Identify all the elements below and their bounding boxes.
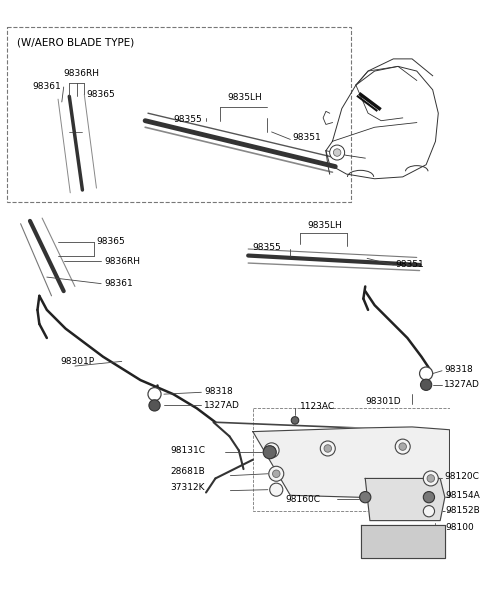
Bar — [253, 408, 450, 511]
Circle shape — [420, 367, 432, 380]
Text: 1123AC: 1123AC — [300, 402, 335, 411]
Text: 98154A: 98154A — [446, 491, 480, 500]
Text: 98361: 98361 — [33, 83, 61, 92]
Text: 98355: 98355 — [173, 115, 202, 124]
Circle shape — [268, 447, 276, 454]
Text: 1327AD: 1327AD — [444, 380, 480, 389]
Circle shape — [420, 379, 432, 391]
Polygon shape — [360, 525, 445, 558]
Text: 98365: 98365 — [96, 237, 125, 246]
Text: 98351: 98351 — [292, 133, 321, 142]
Text: 9836RH: 9836RH — [64, 70, 100, 78]
Text: 98301D: 98301D — [365, 397, 401, 406]
Polygon shape — [365, 479, 445, 521]
Text: 98131C: 98131C — [170, 446, 205, 455]
Circle shape — [427, 475, 434, 482]
Text: 98318: 98318 — [204, 387, 233, 396]
Circle shape — [324, 445, 332, 452]
Circle shape — [330, 145, 345, 160]
Text: 98152B: 98152B — [446, 506, 480, 515]
Circle shape — [149, 400, 160, 411]
Text: 98318: 98318 — [444, 365, 473, 375]
Text: 98355: 98355 — [253, 243, 282, 251]
Text: 98361: 98361 — [104, 279, 132, 288]
Text: 37312K: 37312K — [170, 484, 205, 492]
Text: 98365: 98365 — [86, 90, 115, 99]
Text: (W/AERO BLADE TYPE): (W/AERO BLADE TYPE) — [17, 38, 134, 48]
Circle shape — [423, 506, 434, 517]
Polygon shape — [253, 427, 450, 499]
Circle shape — [423, 471, 438, 486]
Text: 9836RH: 9836RH — [104, 257, 140, 265]
Text: 28681B: 28681B — [170, 468, 205, 476]
Circle shape — [269, 466, 284, 481]
Text: 98160C: 98160C — [286, 495, 321, 503]
Circle shape — [360, 492, 371, 503]
Circle shape — [273, 470, 280, 477]
Text: 9835LH: 9835LH — [228, 93, 263, 102]
Circle shape — [148, 387, 161, 401]
Circle shape — [320, 441, 335, 456]
Circle shape — [399, 443, 407, 450]
Text: 98351: 98351 — [395, 261, 424, 269]
Text: 98301P: 98301P — [61, 357, 95, 366]
Bar — [8, 27, 351, 202]
Circle shape — [395, 439, 410, 454]
Circle shape — [263, 445, 276, 459]
Text: 9835LH: 9835LH — [307, 221, 342, 230]
Text: 98120C: 98120C — [444, 472, 479, 481]
Circle shape — [334, 149, 341, 156]
Circle shape — [423, 492, 434, 503]
Circle shape — [264, 443, 279, 458]
Text: 1327AD: 1327AD — [204, 401, 240, 410]
Circle shape — [291, 416, 299, 424]
Text: 98100: 98100 — [446, 522, 475, 532]
Circle shape — [270, 483, 283, 496]
